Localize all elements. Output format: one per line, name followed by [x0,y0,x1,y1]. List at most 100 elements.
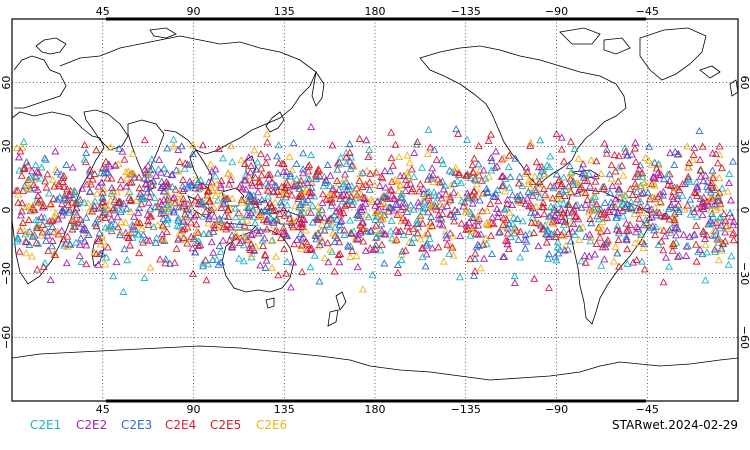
observation-marker [524,176,533,184]
observation-marker [372,167,381,175]
observation-marker [553,191,562,199]
observation-marker [567,168,576,176]
observation-marker [647,160,656,168]
observation-marker [700,201,709,209]
observation-marker [262,225,271,233]
observation-marker [622,227,631,235]
observation-marker [14,190,23,198]
observation-marker [346,157,355,165]
observation-marker [672,183,681,191]
observation-marker [364,213,373,221]
observation-marker [721,228,730,236]
observation-marker [95,229,104,237]
observation-marker [223,194,232,202]
observation-marker [673,191,682,199]
observation-marker [639,244,648,252]
observation-marker [581,200,590,208]
observation-marker [476,264,485,272]
observation-marker [631,144,639,152]
observation-marker [569,219,578,228]
observation-marker [575,235,584,243]
observation-marker [58,211,67,219]
observation-marker [466,231,475,239]
observation-marker [286,169,295,177]
observation-marker [92,222,101,230]
observation-marker [159,214,168,222]
observation-marker [439,159,447,167]
observation-marker [32,224,41,232]
observation-marker [503,199,512,208]
observation-marker [503,224,512,232]
observation-marker [503,240,512,248]
observation-marker [474,230,483,238]
observation-marker [274,141,283,149]
observation-marker [396,181,405,189]
observation-marker [261,250,269,258]
observation-marker [174,145,183,153]
observation-marker [347,181,356,190]
observation-marker [157,206,166,214]
observation-marker [386,227,395,235]
observation-marker [82,213,91,221]
observation-marker [199,181,208,190]
lon-tick-label: −135 [451,403,481,416]
observation-marker [299,233,308,241]
observation-marker [718,184,727,192]
observation-marker [237,212,246,221]
observation-marker [468,161,477,169]
observation-marker [446,210,455,218]
observation-marker [545,283,553,291]
observation-marker [527,189,536,197]
observation-marker [18,199,27,207]
observation-marker [18,222,27,230]
observation-marker [527,218,536,226]
observation-marker [119,287,128,295]
observation-marker [201,256,210,264]
observation-marker [267,236,276,245]
observation-marker [595,224,604,232]
observation-marker [256,261,265,269]
observation-marker [94,236,103,245]
observation-marker [499,252,508,261]
observation-marker [50,212,59,220]
observation-marker [477,176,486,184]
observation-marker [659,212,668,220]
observation-marker [317,226,326,234]
observation-marker [460,198,469,206]
observation-marker [318,220,326,228]
observation-marker [236,238,244,246]
observation-marker [347,229,356,237]
observation-marker [418,252,427,261]
observation-marker [159,195,168,203]
observation-marker [398,202,407,211]
observation-marker [452,125,461,133]
observation-marker [578,223,587,231]
observation-marker [521,200,530,208]
observation-marker [521,244,530,252]
observation-marker [454,129,463,137]
observation-marker [410,148,419,156]
observation-marker [467,209,476,218]
observation-marker [188,244,197,252]
observation-marker [298,214,307,222]
observation-marker [292,159,301,167]
observation-marker [180,164,189,172]
observation-marker [71,222,80,231]
lon-tick-label: −135 [451,5,481,18]
observation-marker [650,226,659,234]
observation-marker [628,190,637,198]
observation-marker [246,168,255,176]
observation-marker [185,160,194,168]
observation-marker [726,196,735,204]
observation-marker [228,243,237,251]
observation-marker [25,227,34,235]
observation-marker [659,246,668,254]
observation-marker [179,194,188,203]
observation-marker [262,130,271,138]
observation-marker [17,171,26,179]
observation-marker [28,207,37,215]
observation-marker [219,200,228,208]
observation-marker [552,170,561,178]
observation-marker [709,231,718,240]
observation-marker [498,181,507,190]
